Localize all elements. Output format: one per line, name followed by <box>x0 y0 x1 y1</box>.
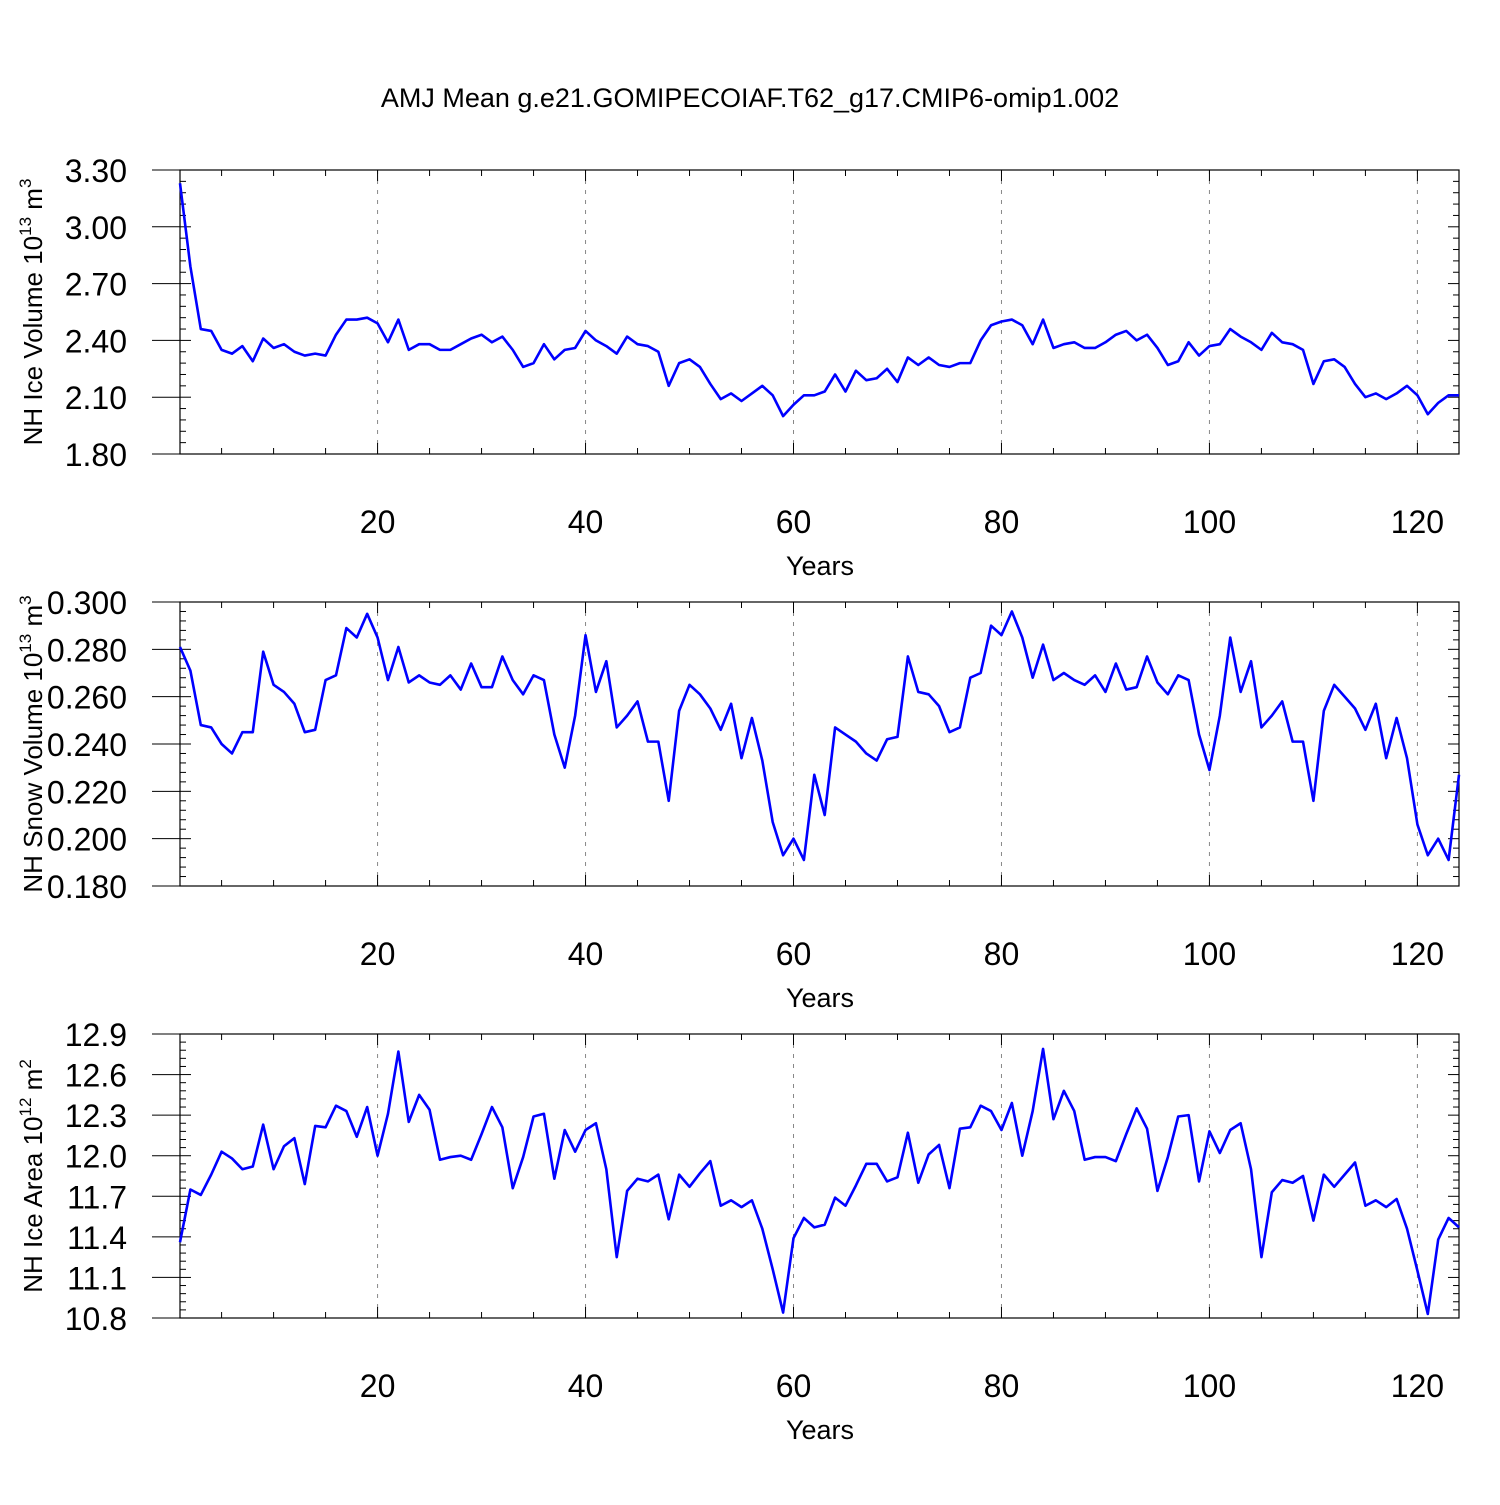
y-tick-label: 11.7 <box>67 1179 127 1215</box>
y-tick-label: 0.260 <box>47 680 127 716</box>
y-axis-label-unit: m <box>18 188 48 217</box>
x-tick-label: 40 <box>568 1368 604 1404</box>
y-axis-label-unit-exp: 3 <box>16 179 35 188</box>
y-tick-label: 0.180 <box>47 869 127 905</box>
chart-panel-2: 0.180 0.200 0.220 0.240 0.260 0.280 0.300 20 40 6… <box>16 585 1461 1013</box>
y-tick-label: 0.200 <box>47 822 127 858</box>
chart-panel-3: 10.8 11.1 11.4 11.7 12.0 12.3 12.6 12.9 20 40 60 80… <box>16 1017 1460 1445</box>
y-tick-label: 12.6 <box>65 1058 127 1094</box>
series-line-1 <box>178 610 1461 862</box>
y-tick-label: 2.10 <box>65 380 127 416</box>
x-tick-label: 100 <box>1183 1368 1236 1404</box>
y-axis-label: NH Ice Volume 1013 m3 <box>16 179 48 446</box>
x-axis-label: Years <box>786 551 854 581</box>
y-tick-label: 0.240 <box>47 727 127 763</box>
y-tick-label: 0.280 <box>47 632 127 668</box>
y-tick-label: 12.3 <box>65 1098 127 1134</box>
x-tick-label: 120 <box>1391 1368 1444 1404</box>
y-axis-label-base: NH Ice Volume 10 <box>18 236 48 446</box>
y-axis-label-unit-exp: 2 <box>16 1059 35 1068</box>
plot-frame <box>179 601 1460 887</box>
y-tick-label: 0.300 <box>47 585 127 621</box>
y-tick-label: 1.80 <box>65 437 127 473</box>
series-line-1 <box>178 1047 1460 1316</box>
y-axis-label-base: NH Ice Area 10 <box>18 1116 48 1292</box>
x-tick-label: 120 <box>1391 504 1444 540</box>
x-tick-label: 60 <box>776 1368 812 1404</box>
y-axis-label-unit-exp: 3 <box>16 595 35 604</box>
chart-title: AMJ Mean g.e21.GOMIPECOIAF.T62_g17.CMIP6… <box>381 83 1119 113</box>
chart-panels: 1.80 2.10 2.40 2.70 3.00 3.30 20 40 60 80 100 120 Ye… <box>16 153 1461 1445</box>
y-tick-label: 0.220 <box>47 774 127 810</box>
y-axis-label-unit: m <box>18 1069 48 1098</box>
x-tick-label: 20 <box>360 1368 396 1404</box>
x-tick-label: 120 <box>1391 936 1444 972</box>
x-tick-label: 100 <box>1183 936 1236 972</box>
x-tick-label: 80 <box>984 936 1020 972</box>
x-tick-label: 60 <box>776 504 812 540</box>
y-axis-label-base: NH Snow Volume 10 <box>18 653 48 893</box>
x-tick-label: 60 <box>776 936 812 972</box>
y-tick-label: 12.9 <box>65 1017 127 1053</box>
x-tick-label: 20 <box>360 504 396 540</box>
y-tick-label: 11.4 <box>67 1220 127 1256</box>
chart-panel-1: 1.80 2.10 2.40 2.70 3.00 3.30 20 40 60 80 100 120 Ye… <box>16 153 1460 581</box>
plot-frame <box>179 1033 1460 1319</box>
plot-frame <box>179 169 1460 455</box>
y-axis-label: NH Snow Volume 1013 m3 <box>16 595 48 892</box>
y-tick-label: 10.8 <box>65 1301 127 1337</box>
y-axis-label: NH Ice Area 1012 m2 <box>16 1059 48 1293</box>
y-tick-label: 3.00 <box>65 210 127 246</box>
y-axis-label-exp: 13 <box>16 217 35 236</box>
x-tick-label: 100 <box>1183 504 1236 540</box>
x-axis-label: Years <box>786 983 854 1013</box>
y-axis-label-exp: 13 <box>16 634 35 653</box>
x-tick-label: 80 <box>984 1368 1020 1404</box>
x-tick-label: 40 <box>568 936 604 972</box>
y-tick-label: 2.70 <box>65 267 127 303</box>
y-axis-label-unit: m <box>18 605 48 634</box>
x-tick-label: 20 <box>360 936 396 972</box>
y-axis-label-exp: 12 <box>16 1098 35 1117</box>
y-tick-label: 3.30 <box>65 153 127 189</box>
y-tick-label: 11.1 <box>67 1260 127 1296</box>
y-tick-label: 12.0 <box>65 1139 127 1175</box>
y-tick-label: 2.40 <box>65 323 127 359</box>
x-tick-label: 80 <box>984 504 1020 540</box>
series-line-1 <box>178 183 1459 418</box>
x-axis-label: Years <box>786 1415 854 1445</box>
x-tick-label: 40 <box>568 504 604 540</box>
